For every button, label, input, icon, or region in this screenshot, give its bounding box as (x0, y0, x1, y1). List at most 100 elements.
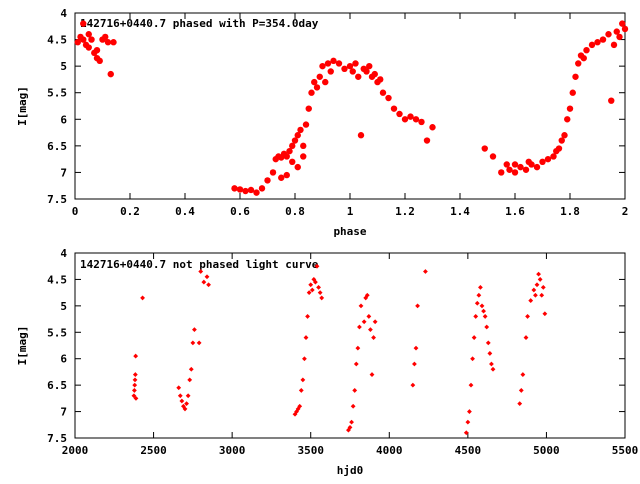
data-point (369, 372, 375, 377)
x-tick-label: 2500 (140, 444, 167, 457)
data-point (335, 60, 343, 67)
data-point (93, 47, 101, 54)
chart-title: 142716+0440.7 phased with P=354.0day (80, 17, 319, 30)
data-point (357, 132, 365, 139)
data-point (80, 36, 87, 43)
data-point (533, 292, 538, 298)
data-point (465, 419, 471, 425)
data-point (467, 409, 472, 414)
data-point (305, 314, 310, 319)
data-point (517, 163, 524, 171)
data-point (316, 284, 321, 290)
data-point (181, 403, 186, 409)
data-point (110, 39, 117, 46)
data-point (558, 137, 565, 144)
data-point (511, 161, 519, 168)
unphased-light-curve-plot: 2000 2500 3000 3500 4000 4500 5000 5500 4 4.5 5 5.5… (16, 247, 638, 477)
data-point (300, 377, 306, 383)
data-point (487, 351, 493, 356)
data-point (371, 335, 376, 340)
data-point (610, 41, 618, 49)
data-point (528, 298, 534, 303)
data-point (179, 398, 185, 404)
data-point (479, 303, 485, 309)
data-point (525, 314, 530, 319)
data-point (289, 158, 296, 165)
data-point (355, 73, 362, 80)
data-point (518, 388, 524, 393)
data-point (366, 62, 373, 70)
data-point (297, 126, 304, 134)
data-point (264, 177, 271, 184)
data-point (313, 279, 318, 285)
x-tick-label: 3500 (297, 444, 324, 457)
data-point (588, 41, 596, 49)
data-point (327, 68, 334, 75)
x-tick-label: 2 (622, 205, 629, 218)
data-point (385, 94, 392, 102)
data-point (366, 314, 372, 319)
data-point (302, 121, 310, 128)
data-point (305, 105, 312, 112)
data-point (372, 319, 378, 325)
data-point (319, 62, 326, 70)
data-point (283, 153, 290, 160)
data-point (107, 70, 114, 78)
data-point (511, 169, 519, 176)
data-point (482, 314, 488, 319)
data-point (132, 372, 138, 377)
data-point (423, 269, 428, 274)
data-point (412, 116, 420, 123)
data-point (294, 163, 301, 171)
x-tick-label: 0.2 (120, 205, 140, 218)
y-tick-label: 7.5 (47, 193, 67, 206)
data-point (187, 377, 193, 383)
data-point (306, 290, 312, 296)
data-point (476, 292, 482, 298)
data-point (357, 324, 362, 330)
data-point (302, 356, 307, 362)
data-point (536, 271, 541, 277)
data-point (498, 169, 505, 176)
data-point (309, 287, 315, 293)
y-tick-label: 4.5 (47, 273, 67, 286)
data-point (390, 105, 398, 112)
data-point (368, 327, 373, 333)
x-tick-label: 4000 (376, 444, 403, 457)
data-point (196, 340, 202, 346)
x-tick-label: 1.6 (505, 205, 525, 218)
data-point (572, 73, 579, 80)
data-point (201, 279, 207, 285)
data-point (291, 137, 299, 144)
data-point (364, 292, 370, 298)
data-point (506, 166, 513, 173)
data-point (330, 57, 337, 65)
y-tick-label: 7 (60, 166, 67, 179)
data-point (253, 189, 260, 196)
data-point (102, 33, 109, 41)
data-point (401, 116, 409, 123)
data-point (470, 356, 475, 362)
y-tick-label: 7 (60, 406, 67, 419)
data-point (314, 263, 320, 269)
data-point (182, 406, 188, 412)
plot-frame (74, 252, 626, 439)
data-point (132, 388, 137, 393)
data-point (481, 308, 486, 314)
data-point (358, 303, 364, 309)
data-point (131, 393, 137, 399)
data-point (341, 65, 348, 73)
x-tick-label: 1 (347, 205, 354, 218)
data-point (616, 33, 623, 41)
data-point (206, 282, 211, 288)
data-point (258, 185, 266, 192)
data-point (523, 335, 529, 340)
data-point (605, 31, 612, 38)
data-point (188, 366, 194, 372)
x-axis-label: phase (333, 225, 366, 238)
y-axis-label: I[mag] (16, 86, 29, 126)
data-point (322, 78, 329, 86)
data-point (349, 419, 354, 425)
x-tick-label: 0.4 (175, 205, 195, 218)
